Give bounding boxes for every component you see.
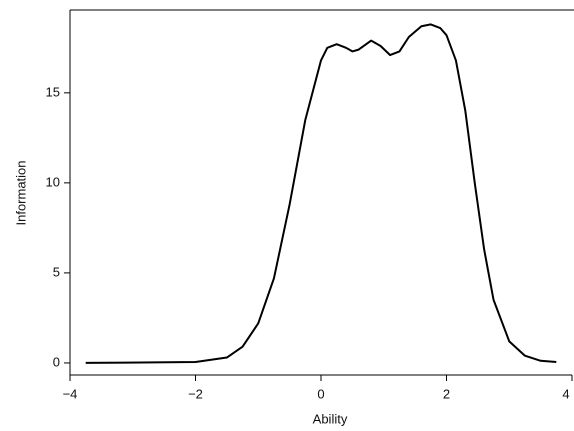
y-tick-label: 15 <box>46 84 60 99</box>
x-tick-label: 2 <box>443 386 450 401</box>
x-tick-label: −2 <box>188 386 203 401</box>
x-tick-label: 4 <box>562 386 569 401</box>
y-tick-label: 0 <box>53 354 60 369</box>
y-tick-label: 10 <box>46 174 60 189</box>
x-axis-label: Ability <box>313 411 348 426</box>
x-tick-label: 0 <box>317 386 324 401</box>
y-tick-label: 5 <box>53 264 60 279</box>
x-tick-label: −4 <box>63 386 78 401</box>
line <box>85 23 557 364</box>
y-axis-label: Information <box>13 160 28 225</box>
